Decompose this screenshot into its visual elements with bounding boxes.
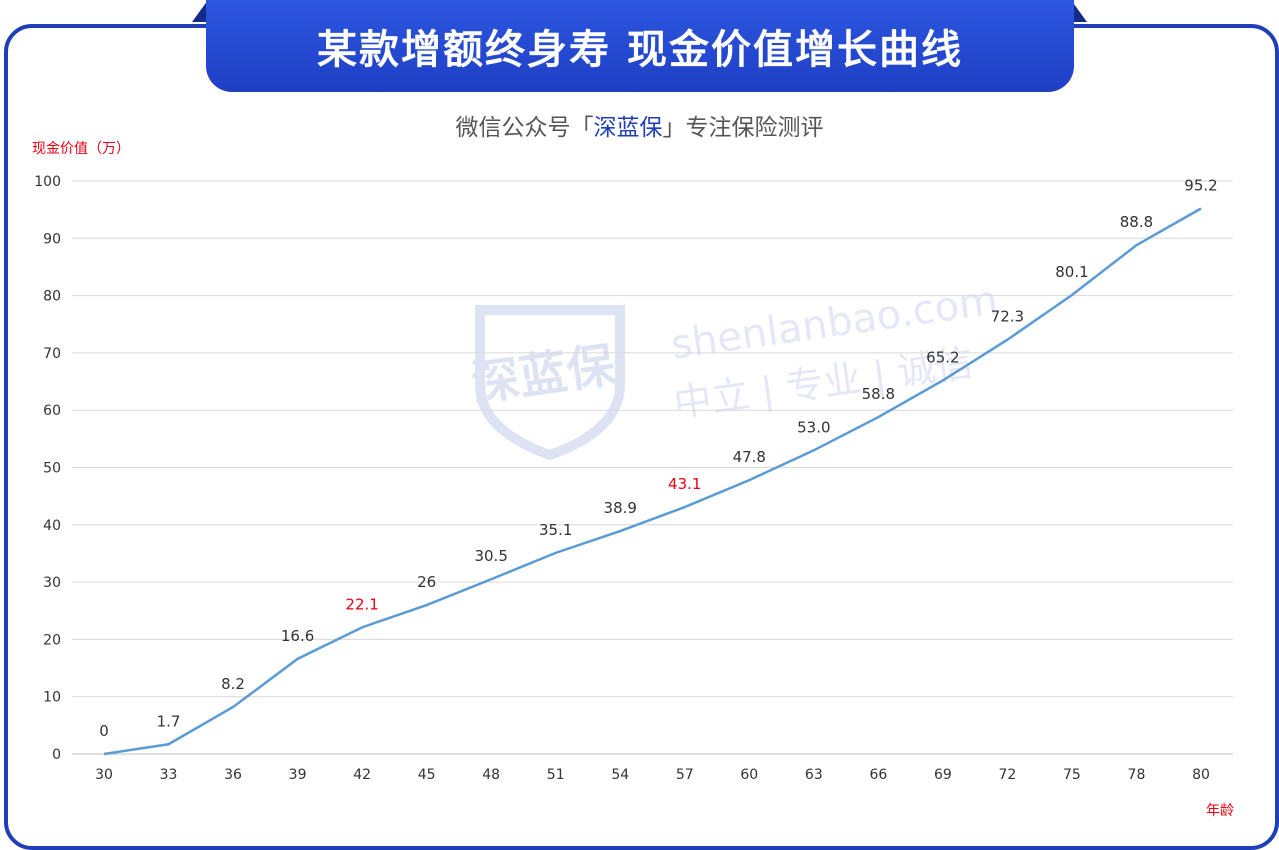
x-tick-label: 51 <box>547 767 565 783</box>
x-tick-label: 45 <box>418 767 436 783</box>
data-label: 72.3 <box>991 308 1024 326</box>
x-tick-label: 33 <box>160 767 178 783</box>
x-tick-label: 39 <box>289 767 307 783</box>
x-tick-labels: 30 33 36 39 42 45 48 51 54 57 60 63 66 69 72 75 78 80 <box>95 767 1210 783</box>
data-label: 1.7 <box>157 712 181 730</box>
data-label: 22.1 <box>345 595 378 613</box>
y-tick-label: 80 <box>43 289 61 305</box>
y-tick-label: 0 <box>52 747 61 763</box>
title-banner: 某款增额终身寿 现金价值增长曲线 <box>206 0 1074 92</box>
data-label: 8.2 <box>221 675 245 693</box>
subtitle-prefix: 微信公众号「 <box>455 115 594 141</box>
x-tick-label: 75 <box>1063 767 1081 783</box>
data-label: 38.9 <box>604 499 637 517</box>
title-tab-ear-left <box>192 0 208 22</box>
y-tick-label: 40 <box>43 518 61 534</box>
title-tab-ear-right <box>1071 0 1087 22</box>
data-label: 95.2 <box>1184 177 1217 195</box>
data-label: 0 <box>99 722 109 740</box>
y-tick-label: 100 <box>34 174 61 190</box>
data-labels: 0 1.7 8.2 16.6 22.1 26 30.5 35.1 38.9 43.1 47.8 53.… <box>99 177 1217 740</box>
x-tick-label: 69 <box>934 767 952 783</box>
x-tick-label: 80 <box>1192 767 1210 783</box>
data-label: 47.8 <box>733 448 766 466</box>
y-tick-label: 90 <box>43 231 61 247</box>
y-tick-label: 20 <box>43 632 61 648</box>
x-tick-label: 42 <box>353 767 371 783</box>
data-label: 88.8 <box>1120 213 1153 231</box>
y-tick-label: 70 <box>43 346 61 362</box>
y-axis-label: 现金价值（万） <box>32 141 130 157</box>
x-tick-label: 60 <box>740 767 758 783</box>
y-tick-label: 10 <box>43 690 61 706</box>
y-tick-label: 30 <box>43 575 61 591</box>
x-tick-label: 54 <box>611 767 629 783</box>
data-label: 65.2 <box>926 348 959 366</box>
x-tick-label: 30 <box>95 767 113 783</box>
subtitle-suffix: 」专注保险测评 <box>662 115 824 141</box>
data-label: 80.1 <box>1055 263 1088 281</box>
data-label: 30.5 <box>474 547 507 565</box>
x-tick-label: 72 <box>998 767 1016 783</box>
chart-title: 某款增额终身寿 现金价值增长曲线 <box>317 27 963 73</box>
subtitle-brand: 深蓝保 <box>593 115 663 141</box>
data-label: 58.8 <box>862 385 895 403</box>
x-axis-label: 年龄 <box>1206 803 1234 819</box>
subtitle: 微信公众号「深蓝保」专注保险测评 <box>0 108 1279 142</box>
series-line <box>103 207 1202 756</box>
x-tick-label: 78 <box>1128 767 1146 783</box>
x-tick-label: 57 <box>676 767 694 783</box>
chart-frame <box>4 24 1279 850</box>
data-label: 43.1 <box>668 475 701 493</box>
x-tick-label: 48 <box>482 767 500 783</box>
y-tick-labels: 0 10 20 30 40 50 60 70 80 90 100 <box>34 174 61 763</box>
x-tick-label: 66 <box>869 767 887 783</box>
x-tick-label: 63 <box>805 767 823 783</box>
x-tick-label: 36 <box>224 767 242 783</box>
y-tick-label: 60 <box>43 403 61 419</box>
data-label: 16.6 <box>281 627 314 645</box>
grid-layer <box>72 180 1233 755</box>
data-label: 35.1 <box>539 521 572 539</box>
data-label: 26 <box>417 573 436 591</box>
y-tick-label: 50 <box>43 461 61 477</box>
data-label: 53.0 <box>797 418 830 436</box>
